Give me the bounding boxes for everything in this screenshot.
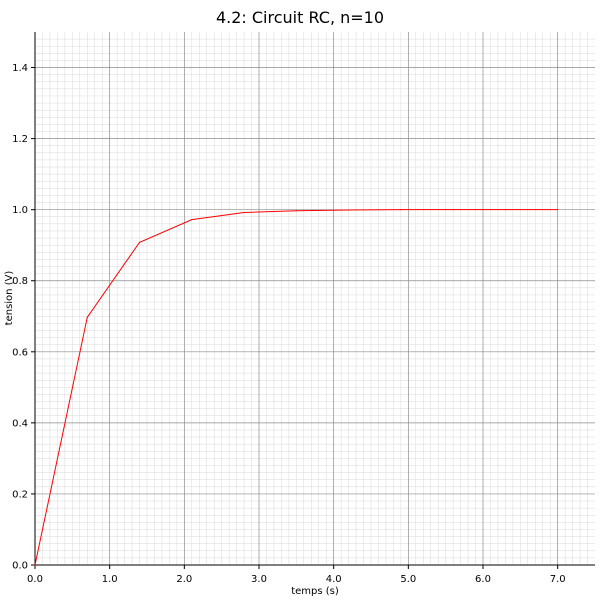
x-tick-label: 0.0	[27, 574, 43, 585]
y-tick-label: 0.4	[12, 418, 28, 429]
y-axis-label: tension (V)	[4, 271, 15, 326]
data-point	[504, 209, 506, 211]
data-point	[348, 209, 350, 211]
y-axis-ticks: 0.0 0.2 0.4 0.6 0.8 1.0 1.2 1.4	[12, 63, 35, 572]
x-axis-ticks: 0.0 1.0 2.0 3.0 4.0 5.0 6.0 7.0	[27, 565, 566, 585]
chart-title: 4.2: Circuit RC, n=10	[216, 8, 384, 27]
data-point	[34, 564, 36, 566]
major-grid	[35, 32, 595, 565]
data-point	[138, 241, 141, 243]
x-tick-label: 2.0	[176, 574, 192, 585]
y-tick-label: 0.8	[12, 276, 28, 287]
y-tick-label: 0.0	[12, 561, 28, 572]
y-tick-label: 1.0	[12, 205, 28, 216]
axes	[34, 32, 595, 566]
data-point	[86, 316, 88, 318]
x-tick-label: 5.0	[400, 574, 416, 585]
x-tick-label: 3.0	[251, 574, 267, 585]
data-point	[452, 209, 454, 211]
y-tick-label: 0.6	[12, 347, 28, 358]
data-point	[295, 210, 297, 212]
data-point	[191, 219, 193, 221]
data-point	[400, 209, 402, 211]
x-tick-label: 7.0	[550, 574, 566, 585]
y-tick-label: 0.2	[12, 489, 28, 500]
y-tick-label: 1.2	[12, 134, 28, 145]
x-axis-label: temps (s)	[291, 586, 339, 597]
minor-grid	[35, 32, 595, 565]
data-point	[557, 209, 559, 211]
data-point	[243, 211, 245, 214]
x-tick-label: 4.0	[326, 574, 342, 585]
y-tick-label: 1.4	[12, 63, 28, 74]
series-layer	[34, 209, 559, 566]
x-tick-label: 6.0	[475, 574, 491, 585]
x-tick-label: 1.0	[102, 574, 118, 585]
